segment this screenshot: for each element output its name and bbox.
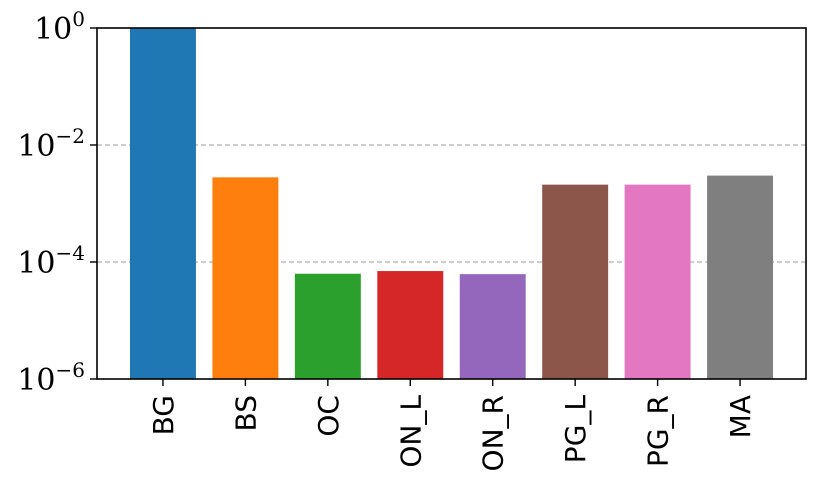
bar-pg-l [542,184,609,379]
bar-oc [294,273,361,379]
y-tick-label-3: 10−6 [17,358,85,398]
bars [129,28,774,379]
x-tick-label-pg-l: PG_L [559,395,592,464]
bar-on-l [377,271,444,379]
y-tick-label-1: 10−2 [17,124,85,164]
bar-on-r [459,274,526,379]
bar-pg-r [624,184,691,379]
y-tick-label-2: 10−4 [17,241,85,281]
plot-frame [96,27,807,380]
x-tick-label-bg: BG [147,395,180,435]
x-axis: BG BS OC ON_L ON_R PG_L PG_R MA [147,379,757,471]
y-axis: 100 10−2 10−4 10−6 [17,7,97,398]
bar-bs [212,177,279,379]
x-tick-label-on-l: ON_L [394,395,427,468]
x-tick-label-oc: OC [312,395,345,437]
gridlines [97,144,806,263]
x-tick-label-bs: BS [229,395,262,432]
x-tick-label-pg-r: PG_R [642,395,675,467]
x-tick-label-on-r: ON_R [477,395,510,471]
y-tick-label-0: 100 [34,7,85,47]
x-tick-label-ma: MA [724,395,757,438]
bar-bg [129,28,196,379]
bar-ma [707,175,774,379]
